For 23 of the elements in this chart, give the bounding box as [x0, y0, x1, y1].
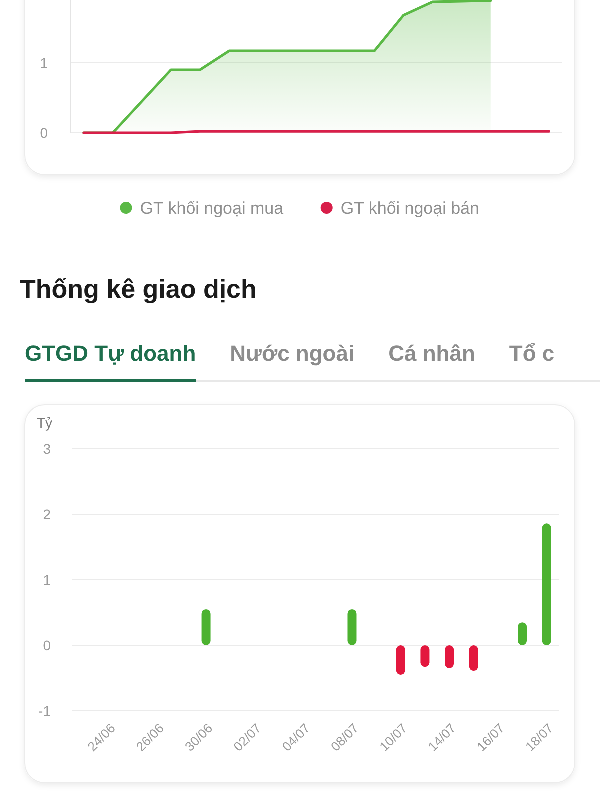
- y-tick-label: 3: [43, 440, 52, 457]
- bar: [469, 646, 478, 672]
- y-tick-label: 1: [40, 54, 48, 71]
- bar: [348, 609, 357, 646]
- chart-subtitle: GTGD Tự doanh: [25, 341, 196, 366]
- y-tick-label: 1: [43, 572, 52, 588]
- text: Cá nhân: [388, 341, 476, 366]
- text: Tổ c: [509, 341, 555, 366]
- bar: [396, 646, 406, 675]
- bar: [420, 646, 430, 668]
- legend-label: GT khối ngoại bán: [340, 198, 480, 218]
- bar: [518, 622, 528, 646]
- chart-title: Thống kê giao dịch: [20, 274, 257, 304]
- y-tick-label: 0: [43, 637, 52, 654]
- text: Nước ngoài: [230, 341, 355, 366]
- y-tick-label: 0: [40, 124, 48, 141]
- bar: [202, 609, 211, 646]
- bar: [445, 646, 454, 668]
- legend-label: GT khối ngoại mua: [140, 198, 284, 218]
- y-tick-label: -1: [38, 702, 52, 719]
- bar: [542, 524, 552, 646]
- y-axis-title: Tỷ: [37, 415, 53, 431]
- y-tick-label: 2: [43, 506, 52, 522]
